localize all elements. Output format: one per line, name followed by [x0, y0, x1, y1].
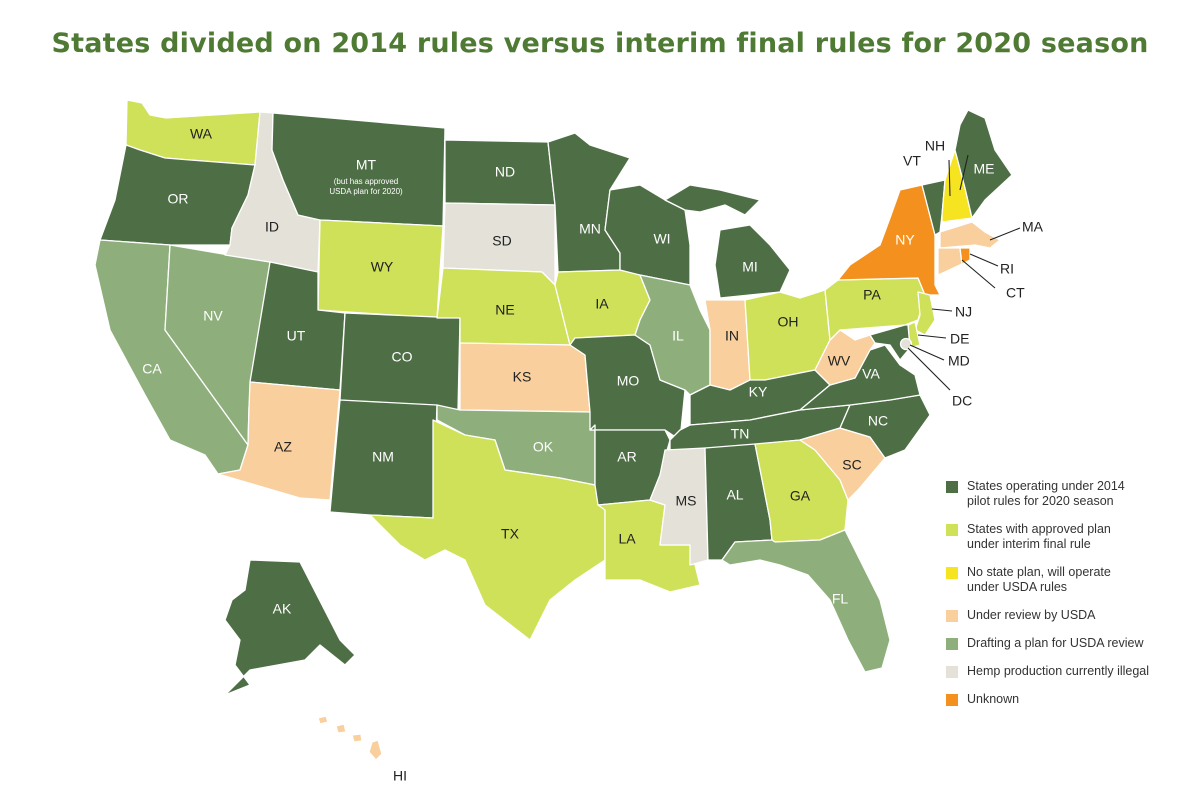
state-in[interactable]: [704, 299, 751, 391]
state-label-nc: NC: [868, 413, 888, 429]
state-label-md: MD: [948, 353, 970, 369]
legend-item-pilot-2014: States operating under 2014 pilot rules …: [946, 479, 1196, 509]
legend-label: Under review by USDA: [967, 608, 1096, 622]
legend-item-unknown: Unknown: [946, 692, 1196, 707]
legend-swatch: [946, 481, 958, 493]
state-label-ca: CA: [142, 361, 162, 377]
state-label-ne: NE: [495, 302, 514, 318]
state-il[interactable]: [634, 274, 711, 396]
state-label-va: VA: [862, 366, 880, 382]
legend-label: Unknown: [967, 692, 1020, 706]
state-label-ct: CT: [1006, 285, 1025, 301]
state-ak[interactable]: [224, 559, 356, 696]
legend-label: States operating under 2014 pilot rules …: [967, 479, 1125, 508]
legend-swatch: [946, 666, 958, 678]
state-label-id: ID: [265, 219, 279, 235]
state-label-in: IN: [725, 328, 739, 344]
state-label-sc: SC: [842, 457, 861, 473]
legend-label: Hemp production currently illegal: [967, 664, 1150, 678]
state-label-ak: AK: [273, 601, 292, 617]
state-hi[interactable]: [317, 715, 383, 761]
state-shapes: [94, 99, 1013, 761]
state-label-oh: OH: [778, 314, 799, 330]
mt-note-line: (but has approved: [334, 177, 399, 186]
state-label-ga: GA: [790, 488, 811, 504]
state-labels: WA OR CA NV ID MT WY UT AZ CO NM ND SD NE KS OK TX MN IA MO…: [142, 126, 1043, 784]
state-label-al: AL: [726, 487, 743, 503]
leader-lines: [907, 154, 1021, 391]
state-label-mn: MN: [579, 221, 601, 237]
state-label-ut: UT: [287, 328, 306, 344]
legend-swatch: [946, 567, 958, 579]
state-label-or: OR: [168, 191, 189, 207]
state-label-ar: AR: [617, 449, 636, 465]
state-az[interactable]: [217, 381, 341, 501]
legend-label: No state plan, will operate under USDA r…: [967, 565, 1111, 594]
state-label-pa: PA: [863, 287, 881, 303]
legend-item-no-plan: No state plan, will operate under USDA r…: [946, 565, 1196, 595]
state-label-sd: SD: [492, 233, 511, 249]
legend-label: Drafting a plan for USDA review: [967, 636, 1144, 650]
legend-swatch: [946, 524, 958, 536]
legend-swatch: [946, 610, 958, 622]
state-label-wa: WA: [190, 126, 213, 142]
state-me[interactable]: [954, 109, 1013, 219]
legend-swatch: [946, 694, 958, 706]
state-label-me: ME: [974, 161, 995, 177]
map-title: States divided on 2014 rules versus inte…: [51, 28, 1149, 59]
state-fl[interactable]: [721, 529, 891, 673]
state-label-fl: FL: [832, 591, 849, 607]
state-ct[interactable]: [937, 247, 963, 276]
state-ma[interactable]: [939, 221, 1001, 249]
state-label-ms: MS: [676, 493, 697, 509]
state-dc[interactable]: [899, 337, 913, 351]
state-ri[interactable]: [959, 247, 971, 265]
state-label-mo: MO: [617, 373, 640, 389]
legend-item-under-review: Under review by USDA: [946, 608, 1196, 623]
state-label-nj: NJ: [955, 304, 972, 320]
state-label-ri: RI: [1000, 261, 1014, 277]
legend: States operating under 2014 pilot rules …: [946, 479, 1196, 720]
legend-label: States with approved plan under interim …: [967, 522, 1111, 551]
state-label-nd: ND: [495, 164, 515, 180]
state-mi[interactable]: [664, 184, 791, 299]
state-label-la: LA: [618, 531, 636, 547]
state-label-mi: MI: [742, 259, 758, 275]
state-label-il: IL: [672, 328, 684, 344]
state-label-wi: WI: [653, 231, 670, 247]
state-label-ks: KS: [513, 369, 532, 385]
state-label-ia: IA: [595, 296, 609, 312]
legend-item-approved-plan: States with approved plan under interim …: [946, 522, 1196, 552]
state-label-co: CO: [392, 349, 413, 365]
state-label-ma: MA: [1022, 219, 1044, 235]
legend-item-drafting: Drafting a plan for USDA review: [946, 636, 1196, 651]
state-label-dc: DC: [952, 393, 972, 409]
state-label-nm: NM: [372, 449, 394, 465]
state-label-tn: TN: [731, 426, 750, 442]
state-md[interactable]: [869, 324, 911, 361]
state-label-wy: WY: [371, 259, 394, 275]
state-label-hi: HI: [393, 768, 407, 784]
legend-item-illegal: Hemp production currently illegal: [946, 664, 1196, 679]
state-label-mt: MT: [356, 157, 377, 173]
state-nj[interactable]: [914, 291, 936, 336]
state-label-tx: TX: [501, 526, 520, 542]
state-label-nv: NV: [203, 308, 223, 324]
state-label-vt: VT: [903, 153, 921, 169]
state-label-ok: OK: [533, 439, 554, 455]
mt-note-line: USDA plan for 2020): [329, 187, 403, 196]
state-ny[interactable]: [837, 184, 941, 296]
state-label-nh: NH: [925, 138, 945, 154]
state-label-de: DE: [950, 331, 969, 347]
legend-swatch: [946, 638, 958, 650]
state-vt[interactable]: [921, 179, 946, 236]
state-label-ny: NY: [895, 232, 915, 248]
state-label-ky: KY: [749, 384, 768, 400]
state-label-wv: WV: [828, 353, 851, 369]
state-label-az: AZ: [274, 439, 292, 455]
state-tx[interactable]: [369, 419, 606, 641]
